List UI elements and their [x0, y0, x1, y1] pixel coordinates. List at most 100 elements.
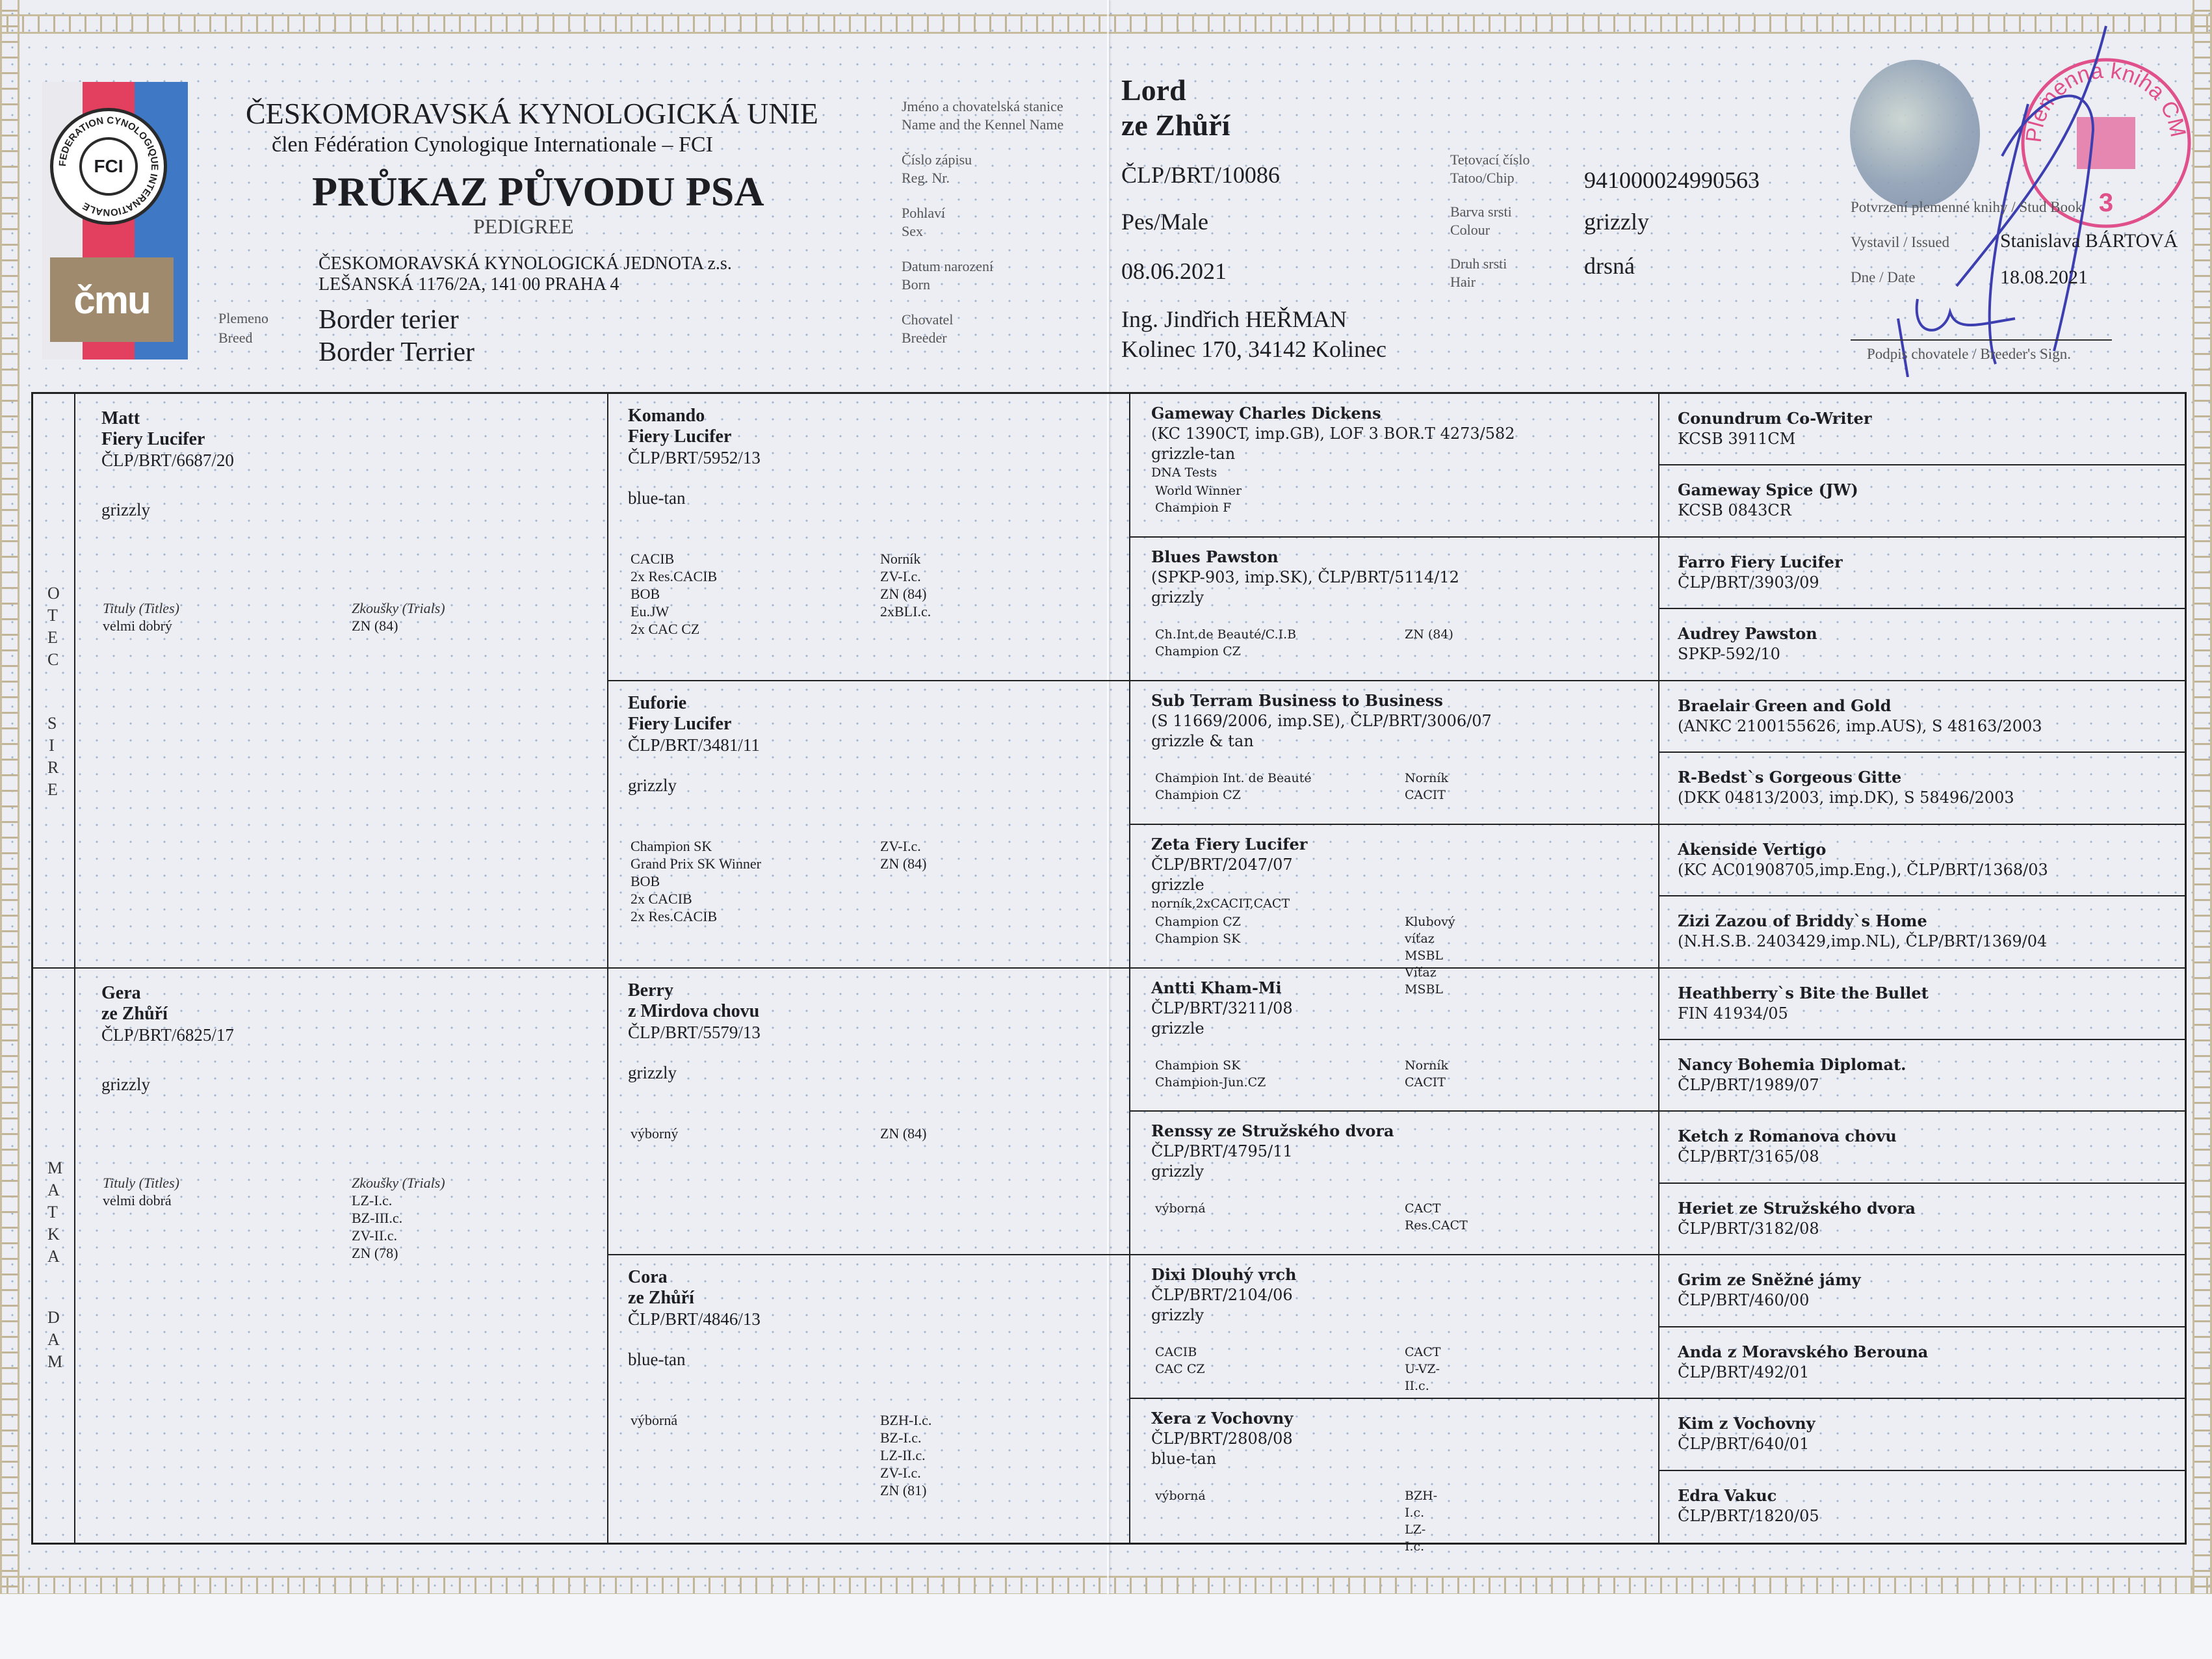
- dam-cell: Gera ze Zhůří ČLP/BRT/6825/17 grizzly Tituly…: [75, 968, 608, 1543]
- issue-date: 18.08.2021: [2000, 267, 2088, 288]
- dog-name: Fiery Lucifer: [628, 713, 732, 734]
- title-item-list: velmi dobrý: [103, 617, 172, 634]
- reg-number: ČLP/BRT/3211/08: [1151, 999, 1293, 1017]
- dog-header: Anda z Moravského Berouna ČLP/BRT/492/01: [1678, 1342, 1928, 1383]
- born-label-en: Born: [902, 276, 930, 293]
- dog-name: ze Zhůří: [101, 1003, 168, 1024]
- dog-name: Anda z Moravského Berouna: [1678, 1342, 1929, 1361]
- grandparent-cell: Komando Fiery Lucifer ČLP/BRT/5952/13 blue-…: [608, 394, 1130, 681]
- dog-header: Edra Vakuc ČLP/BRT/1820/05: [1678, 1485, 1819, 1526]
- title-item: CAC CZ: [1155, 1362, 1205, 1377]
- trial-item: ZV-I.c.: [880, 1465, 921, 1482]
- title-item-list: výborný: [631, 1125, 678, 1142]
- great-great-grandparent-cell: Grim ze Sněžné jámy ČLP/BRT/460/00: [1659, 1255, 2185, 1327]
- trial-item: U-VZ-II.c.: [1405, 1362, 1440, 1394]
- sire-label-en: SIRE: [47, 714, 59, 799]
- dog-header: Zeta Fiery Lucifer ČLP/BRT/2047/07 grizzle…: [1151, 834, 1455, 997]
- dog-name: Nancy Bohemia Diplomat.: [1678, 1054, 1906, 1074]
- title-item-list: výborná: [1155, 1200, 1206, 1217]
- colour-label-en: Colour: [1450, 222, 1490, 238]
- reg-number: (ANKC 2100155626, imp.AUS), S 48163/2003: [1678, 716, 2042, 735]
- dog-header: Xera z Vochovny ČLP/BRT/2808/08 blue-tan vý…: [1151, 1408, 1437, 1554]
- dog-header: Audrey Pawston SPKP-592/10: [1678, 623, 1817, 664]
- dog-header: Grim ze Sněžné jámy ČLP/BRT/460/00: [1678, 1270, 1861, 1311]
- coat-colour: grizzle: [1151, 875, 1204, 894]
- breeder-label-en: Breeder: [902, 330, 947, 346]
- dog-name: Edra Vakuc: [1678, 1485, 1777, 1505]
- dog-name: Gameway Spice (JW): [1678, 480, 1858, 500]
- reg-number: ČLP/BRT/5952/13: [628, 448, 761, 467]
- dog-name: Conundrum Co-Writer: [1678, 409, 1872, 428]
- coat-colour: blue-tan: [628, 488, 686, 508]
- reg-number: ČLP/BRT/1820/05: [1678, 1506, 1819, 1525]
- chip-label-cz: Tetovací číslo: [1450, 151, 1530, 168]
- title-item: Champion SK: [1155, 931, 1241, 946]
- trial-item-list: Norník CACIT: [1405, 1057, 1448, 1091]
- great-great-grandparent-cell: R-Bedst`s Gorgeous Gitte (DKK 04813/2003,…: [1659, 753, 2185, 825]
- coat-colour: grizzly: [628, 1062, 677, 1082]
- great-grandparent-cell: Sub Terram Business to Business (S 11669/…: [1130, 681, 1659, 825]
- trial-item-list: Norník CACIT: [1405, 770, 1448, 803]
- trial-item: Norník: [880, 551, 921, 567]
- fci-membership: člen Fédération Cynologique Internationa…: [272, 133, 713, 157]
- great-great-grandparent-cell: Conundrum Co-Writer KCSB 3911CM: [1659, 394, 2185, 466]
- breed-label-cz: Plemeno: [218, 310, 268, 326]
- title-item: BOB: [631, 586, 660, 602]
- great-grandparent-cell: Antti Kham-Mi ČLP/BRT/3211/08 grizzle Champ…: [1130, 968, 1659, 1112]
- colour-label-cz: Barva srsti: [1450, 203, 1512, 220]
- trial-item: ZN (81): [880, 1482, 927, 1499]
- title-item: výborná: [631, 1412, 678, 1429]
- sire-cell: Matt Fiery Lucifer ČLP/BRT/6687/20 grizzly T…: [75, 394, 608, 969]
- reg-number: (DKK 04813/2003, imp.DK), S 58496/2003: [1678, 789, 2014, 807]
- titles-trials: Champion Int. de Beauté Champion CZ Norník…: [1151, 770, 1492, 809]
- trial-item: BZ-III.c.: [352, 1209, 403, 1226]
- title-item: 2x CACIB: [631, 890, 692, 907]
- dog-header: Cora ze Zhůří ČLP/BRT/4846/13 blue-tan: [628, 1267, 761, 1370]
- trial-item-list: ZN (84): [880, 1125, 926, 1142]
- title-item-list: Champion SK Grand Prix SK Winner BOB 2x CAC…: [631, 837, 761, 925]
- decorative-border-top: [0, 14, 2212, 34]
- reg-number: (KC 1390CT, imp.GB), LOF 3 BOR.T 4273/58…: [1151, 425, 1515, 443]
- dam-label-en: DAM: [47, 1307, 63, 1371]
- chip-label-en: Tatoo/Chip: [1450, 170, 1515, 186]
- dog-name: Kim z Vochovny: [1678, 1414, 1815, 1433]
- cmku-logo-lettering: čmu: [50, 257, 174, 342]
- trial-item-list: BZH-I.c. LZ-I.c.: [1405, 1487, 1437, 1555]
- title-item: Champion-Jun.CZ: [1155, 1075, 1266, 1090]
- title-item: Champion CZ: [1155, 787, 1241, 802]
- great-great-grandparent-cell: Zizi Zazou of Briddy`s Home (N.H.S.B. 240…: [1659, 896, 2185, 969]
- great-great-grandparent-cell: Kim z Vochovny ČLP/BRT/640/01: [1659, 1399, 2185, 1471]
- trial-item: BZ-I.c.: [880, 1430, 922, 1446]
- title-item: velmi dobrý: [103, 618, 172, 634]
- dog-name: Fiery Lucifer: [101, 429, 205, 449]
- great-great-grandparent-cell: Ketch z Romanova chovu ČLP/BRT/3165/08: [1659, 1112, 2185, 1184]
- grandparent-cell: Euforie Fiery Lucifer ČLP/BRT/3481/11 grizz…: [608, 681, 1130, 969]
- title-item: Grand Prix SK Winner: [631, 855, 761, 872]
- dog-chip: 941000024990563: [1584, 167, 1760, 193]
- dog-header: Heriet ze Stružského dvora ČLP/BRT/3182/0…: [1678, 1198, 1916, 1239]
- trial-item: Res.CACT: [1405, 1218, 1468, 1233]
- title-item: CACIB: [1155, 1345, 1197, 1360]
- coat-colour: grizzle: [1151, 1019, 1204, 1038]
- hair-label-en: Hair: [1450, 274, 1476, 290]
- titles-trials: výborná BZH-I.c. LZ-I.c.: [1151, 1487, 1437, 1554]
- dog-note: DNA Tests: [1151, 465, 1217, 480]
- dog-name: Ketch z Romanova chovu: [1678, 1127, 1897, 1146]
- dog-header: Dixi Dlouhý vrch ČLP/BRT/2104/06 grizzly CA…: [1151, 1264, 1440, 1393]
- born-label-cz: Datum narození: [902, 258, 994, 274]
- paper-fold: [1107, 0, 1109, 1594]
- breeder-name: Ing. Jindřich HEŘMAN: [1121, 306, 1347, 332]
- dam-label-cz: MATKA: [47, 1158, 63, 1266]
- dog-header: Gera ze Zhůří ČLP/BRT/6825/17 grizzly: [101, 983, 234, 1095]
- dog-name: Audrey Pawston: [1678, 624, 1817, 644]
- title-item: 2x CAC CZ: [631, 621, 700, 637]
- signature-scribble: [1897, 25, 2107, 377]
- title-item: 2x Res.CACIB: [631, 908, 718, 924]
- breeder-address: Kolinec 170, 34142 Kolinec: [1121, 336, 1386, 362]
- reg-number: ČLP/BRT/492/01: [1678, 1363, 1810, 1381]
- reg-number: (S 11669/2006, imp.SE), ČLP/BRT/3006/07: [1151, 711, 1492, 730]
- dog-header: Gameway Spice (JW) KCSB 0843CR: [1678, 480, 1858, 521]
- dog-header: Renssy ze Stružského dvora ČLP/BRT/4795/1…: [1151, 1121, 1468, 1239]
- title-item-list: výborná: [1155, 1487, 1206, 1504]
- reg-number: SPKP-592/10: [1678, 645, 1780, 664]
